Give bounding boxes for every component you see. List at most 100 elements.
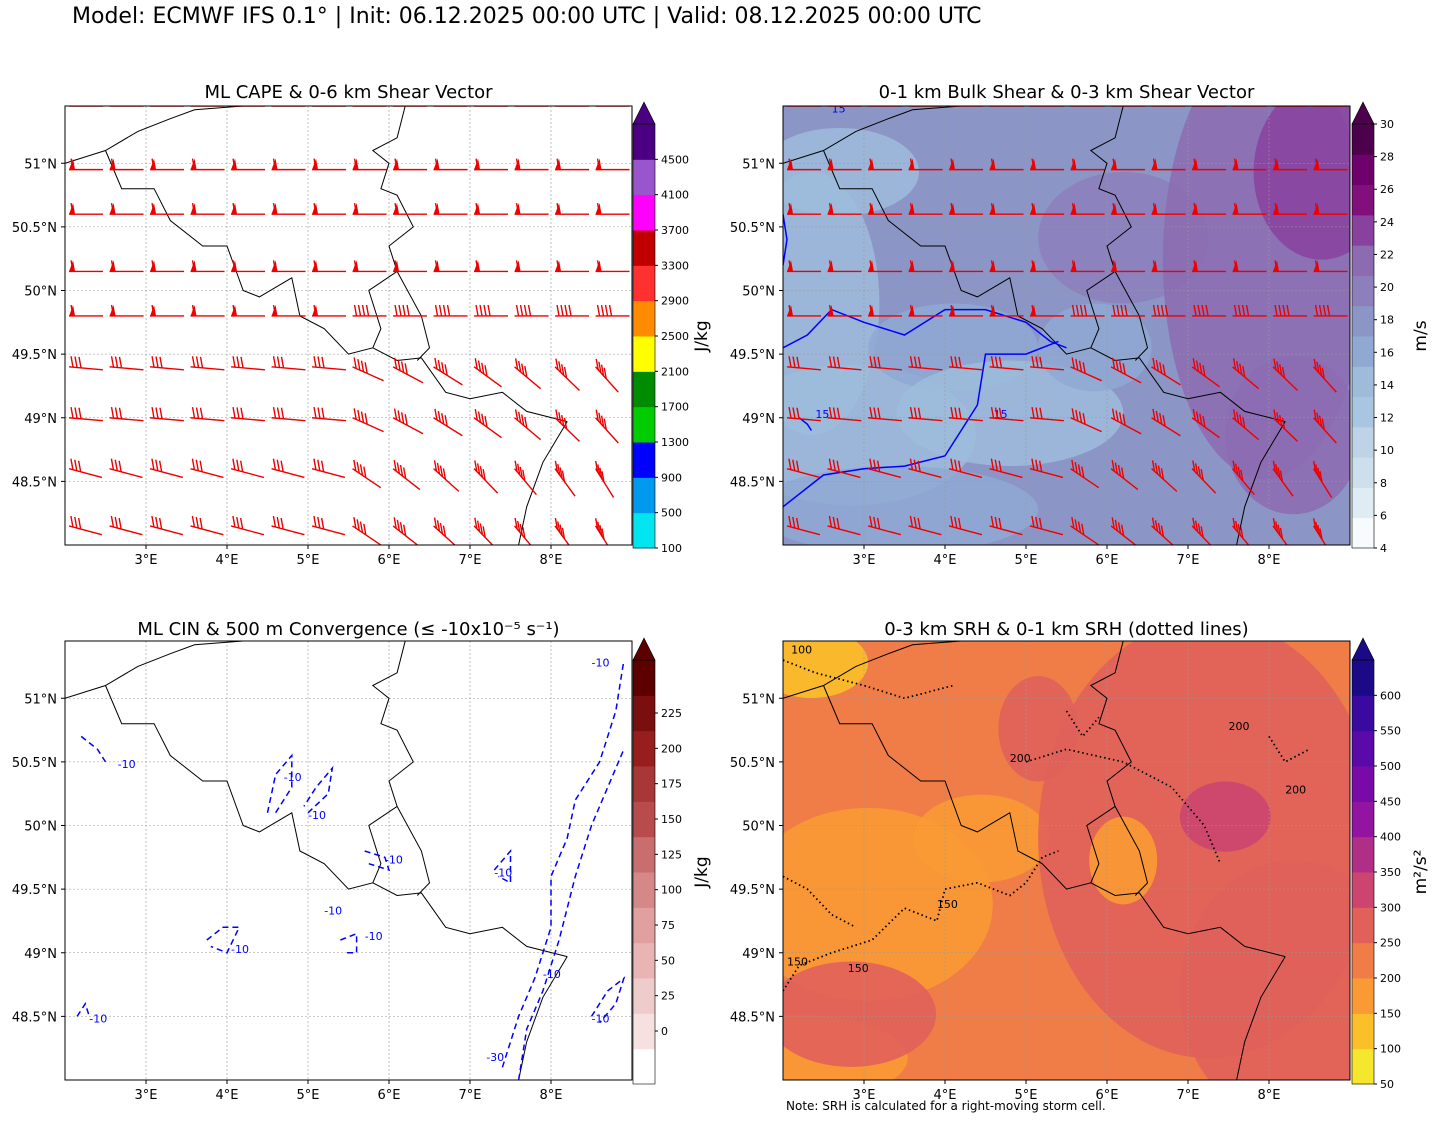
barb-flag xyxy=(150,95,156,106)
wind-barb xyxy=(555,304,590,317)
barb-feather xyxy=(433,460,438,472)
barb-feather xyxy=(1326,304,1331,317)
barb-feather xyxy=(1316,361,1320,373)
barb-feather xyxy=(317,516,321,529)
barb-feather xyxy=(1039,356,1043,369)
colorbar-segment xyxy=(1352,124,1374,155)
barb-feather xyxy=(1199,362,1203,375)
barb-flag xyxy=(908,260,915,272)
x-tick-label: 6°E xyxy=(1096,1088,1119,1103)
x-tick-label: 7°E xyxy=(459,553,482,568)
wind-barb xyxy=(514,304,549,317)
wind-barb xyxy=(827,158,862,171)
colorbar-segment xyxy=(633,978,655,1014)
barb-feather xyxy=(236,407,240,419)
wind-barb xyxy=(311,356,346,371)
wind-barb xyxy=(473,408,502,439)
barb-feather xyxy=(514,460,518,472)
barb-feather xyxy=(594,518,599,530)
barb-flag xyxy=(190,158,197,170)
y-tick-label: 51°N xyxy=(742,157,775,172)
barb-feather xyxy=(482,469,486,481)
barb-shaft xyxy=(352,366,384,382)
y-tick-label: 50°N xyxy=(24,285,57,300)
colorbar-tick-label: 18 xyxy=(1380,314,1394,327)
wind-barb xyxy=(150,95,185,107)
barb-feather xyxy=(555,409,559,421)
barb-feather xyxy=(1313,358,1317,370)
barb-shaft xyxy=(109,366,144,371)
barb-feather xyxy=(272,406,277,419)
barb-shaft xyxy=(1110,417,1142,435)
barb-flag xyxy=(109,304,116,316)
panel-title: ML CAPE & 0-6 km Shear Vector xyxy=(204,82,493,103)
wind-barb xyxy=(271,515,305,536)
colorbar-tick-label: 400 xyxy=(1380,831,1401,844)
barb-flag xyxy=(989,304,996,316)
wind-barb xyxy=(989,406,1024,422)
barb-feather xyxy=(356,462,360,474)
wind-barb xyxy=(1232,260,1267,273)
colorbar-tick-label: 300 xyxy=(1380,901,1401,914)
wind-barb xyxy=(1273,260,1308,273)
barb-feather xyxy=(1322,304,1327,317)
barb-feather xyxy=(876,517,881,530)
barb-feather xyxy=(1079,304,1084,317)
wind-barb xyxy=(433,203,468,215)
barb-flag xyxy=(949,304,956,316)
barb-flag xyxy=(271,203,278,215)
barb-feather xyxy=(994,516,998,529)
contour-line xyxy=(493,848,512,885)
barb-feather xyxy=(1164,304,1169,317)
barb-flag xyxy=(555,203,562,215)
barb-feather xyxy=(437,359,442,372)
barb-feather xyxy=(958,407,962,419)
wind-barb xyxy=(1192,203,1227,215)
barb-feather xyxy=(917,517,921,530)
contour-line xyxy=(1065,710,1100,738)
wind-barb xyxy=(1232,517,1250,545)
map-area: 100 200 200 200 150 150 150 xyxy=(783,641,1350,1080)
x-tick-label: 3°E xyxy=(853,1088,876,1103)
y-tick-label: 49.5°N xyxy=(12,883,57,898)
x-tick-label: 3°E xyxy=(853,553,876,568)
barb-shaft xyxy=(827,467,861,479)
wind-barb xyxy=(1029,458,1064,479)
barb-feather xyxy=(836,356,841,369)
colorbar-tick-label: 150 xyxy=(1380,1007,1401,1020)
barb-shaft xyxy=(352,468,382,489)
barb-shaft xyxy=(68,525,103,536)
wind-barb xyxy=(787,304,822,317)
barb-feather xyxy=(1152,304,1157,317)
barb-shaft xyxy=(1151,366,1181,386)
wind-barb xyxy=(271,203,306,215)
contour-line xyxy=(783,340,1059,508)
wind-barb xyxy=(1272,409,1298,442)
barb-feather xyxy=(869,458,873,470)
barb-feather xyxy=(1038,460,1043,472)
wind-barb xyxy=(948,515,983,536)
wind-barb xyxy=(1313,358,1337,393)
barb-shaft xyxy=(109,467,143,479)
barb-flag xyxy=(312,304,319,316)
wind-barb xyxy=(1312,460,1333,498)
colorbar-tick-label: 22 xyxy=(1380,248,1394,261)
colorbar-tick-label: 100 xyxy=(661,884,682,897)
wind-barb xyxy=(554,409,580,442)
colorbar-tick-label: 2100 xyxy=(661,365,689,378)
field-patch xyxy=(913,794,1050,883)
barb-feather xyxy=(1193,304,1197,317)
barb-feather xyxy=(437,410,442,423)
wind-barb xyxy=(1151,203,1186,215)
wind-barb xyxy=(595,358,619,393)
barb-feather xyxy=(1111,408,1116,420)
contour-line xyxy=(80,735,107,763)
barb-feather xyxy=(564,304,568,317)
wind-barb xyxy=(1070,158,1105,171)
wind-barb xyxy=(1192,158,1227,171)
colorbar-segment xyxy=(633,124,655,160)
wind-barb xyxy=(149,458,184,479)
wind-barb xyxy=(352,357,384,382)
barb-feather xyxy=(1202,416,1206,428)
